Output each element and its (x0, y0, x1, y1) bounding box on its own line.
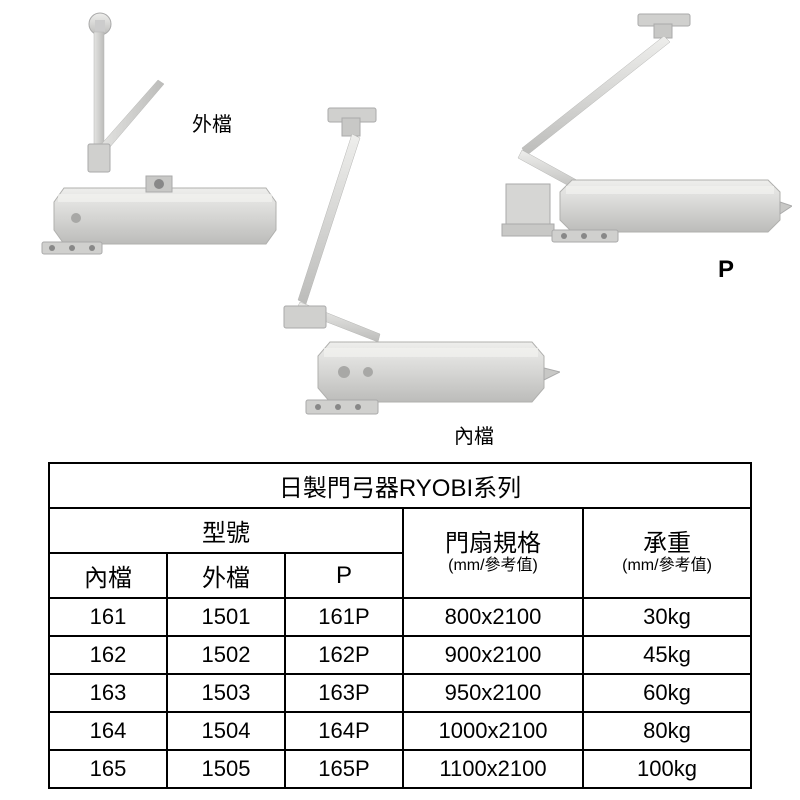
cell-p: 161P (285, 598, 403, 636)
cell-door: 1100x2100 (403, 750, 583, 788)
cell-inner: 165 (49, 750, 167, 788)
table-row: 1641504164P1000x210080kg (49, 712, 751, 750)
cell-outer: 1503 (167, 674, 285, 712)
cell-p: 162P (285, 636, 403, 674)
cell-door: 1000x2100 (403, 712, 583, 750)
cell-p: 165P (285, 750, 403, 788)
header-door: 門扇規格 (mm/參考值) (403, 508, 583, 598)
cell-inner: 161 (49, 598, 167, 636)
spec-table-container: 日製門弓器RYOBI系列 型號 門扇規格 (mm/參考值) 承重 (mm/參考值… (48, 462, 752, 789)
header-door-top: 門扇規格 (406, 531, 580, 557)
table-title-row: 日製門弓器RYOBI系列 (49, 463, 751, 508)
table-row: 1631503163P950x210060kg (49, 674, 751, 712)
cell-inner: 163 (49, 674, 167, 712)
col-p: P (285, 553, 403, 598)
cell-outer: 1504 (167, 712, 285, 750)
header-weight-sub: (mm/參考值) (586, 557, 748, 575)
table-row: 1611501161P800x210030kg (49, 598, 751, 636)
cell-weight: 45kg (583, 636, 751, 674)
table-row: 1621502162P900x210045kg (49, 636, 751, 674)
cell-door: 950x2100 (403, 674, 583, 712)
cell-weight: 30kg (583, 598, 751, 636)
cell-door: 800x2100 (403, 598, 583, 636)
table-header-row: 型號 門扇規格 (mm/參考值) 承重 (mm/參考值) (49, 508, 751, 553)
door-closer-outer (28, 8, 288, 268)
header-weight: 承重 (mm/參考值) (583, 508, 751, 598)
label-inner: 內檔 (454, 420, 494, 449)
col-outer: 外檔 (167, 553, 285, 598)
cell-inner: 164 (49, 712, 167, 750)
table-title: 日製門弓器RYOBI系列 (49, 463, 751, 508)
header-model: 型號 (49, 508, 403, 553)
table-row: 1651505165P1100x2100100kg (49, 750, 751, 788)
cell-p: 163P (285, 674, 403, 712)
cell-weight: 100kg (583, 750, 751, 788)
product-images-area: 外檔 內檔 P (0, 0, 800, 440)
cell-outer: 1501 (167, 598, 285, 636)
spec-table: 日製門弓器RYOBI系列 型號 門扇規格 (mm/參考值) 承重 (mm/參考值… (48, 462, 752, 789)
cell-door: 900x2100 (403, 636, 583, 674)
header-weight-top: 承重 (586, 531, 748, 557)
cell-outer: 1505 (167, 750, 285, 788)
cell-p: 164P (285, 712, 403, 750)
header-door-sub: (mm/參考值) (406, 557, 580, 575)
cell-outer: 1502 (167, 636, 285, 674)
door-closer-p (492, 8, 792, 258)
label-outer: 外檔 (192, 108, 232, 137)
cell-weight: 60kg (583, 674, 751, 712)
label-p: P (718, 256, 734, 284)
cell-weight: 80kg (583, 712, 751, 750)
cell-inner: 162 (49, 636, 167, 674)
col-inner: 內檔 (49, 553, 167, 598)
